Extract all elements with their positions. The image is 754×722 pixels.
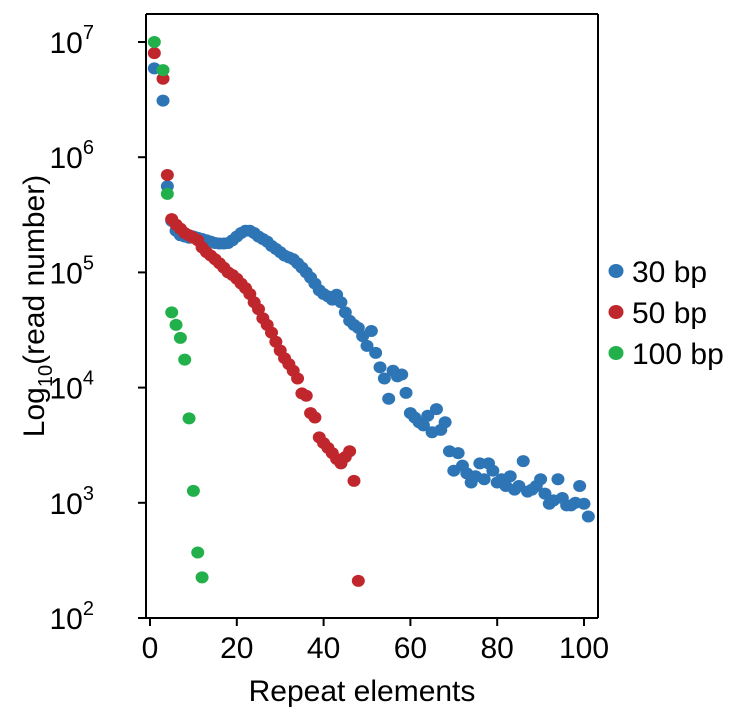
data-point [534, 473, 548, 486]
data-point [382, 392, 396, 405]
data-point [299, 389, 313, 402]
y-tick-label: 103 [50, 483, 95, 521]
data-point [178, 353, 192, 366]
x-tick-label: 40 [307, 632, 340, 665]
data-point [252, 303, 265, 316]
x-tick-label: 20 [220, 632, 253, 665]
data-point [421, 409, 435, 422]
data-point [503, 470, 517, 483]
data-point [165, 306, 179, 319]
legend: 30 bp 50 bp 100 bp [608, 256, 724, 371]
legend-label: 100 bp [632, 338, 724, 371]
y-tick-label: 107 [50, 22, 95, 60]
legend-marker [608, 305, 624, 319]
y-tick-label: 102 [50, 598, 95, 636]
data-point [343, 445, 357, 458]
y-tick-label: 106 [50, 137, 95, 175]
data-point [477, 473, 491, 486]
y-ticks: 102 103 104 105 106 107 [50, 22, 146, 636]
data-point [156, 64, 170, 77]
data-point [360, 339, 374, 352]
y-tick-label: 105 [50, 252, 95, 290]
legend-marker [608, 264, 624, 278]
data-point [451, 447, 465, 460]
data-point [573, 479, 587, 492]
data-point [265, 326, 279, 339]
data-point [429, 403, 443, 416]
data-point [399, 386, 413, 399]
data-point [516, 455, 530, 468]
data-point [147, 47, 161, 60]
data-point [347, 474, 361, 487]
data-point [291, 372, 305, 385]
data-point [581, 510, 595, 523]
x-tick-label: 0 [142, 632, 159, 665]
data-point [438, 416, 452, 429]
y-axis-title-base: Log [18, 387, 51, 437]
data-point [486, 464, 500, 477]
legend-label: 50 bp [632, 297, 707, 330]
data-point [147, 36, 161, 48]
data-points [147, 36, 595, 587]
data-point [169, 318, 183, 331]
y-axis-title-rest: (read number) [18, 175, 51, 365]
legend-label: 30 bp [632, 256, 707, 289]
x-ticks: 0 20 40 60 80 100 [142, 618, 609, 665]
data-point [351, 574, 365, 587]
data-point [377, 372, 391, 385]
x-axis-title: Repeat elements [249, 675, 476, 708]
y-axis-title-subscript: 10 [35, 365, 57, 387]
x-tick-label: 100 [559, 632, 609, 665]
data-point [551, 473, 565, 486]
data-point [173, 331, 187, 344]
data-point [577, 497, 591, 510]
data-point [416, 419, 430, 432]
data-point [538, 487, 552, 500]
x-tick-label: 80 [481, 632, 514, 665]
data-point [369, 346, 383, 359]
axes [145, 13, 599, 619]
data-point [364, 324, 378, 337]
data-point [334, 296, 348, 309]
y-tick-label: 104 [50, 368, 95, 406]
data-point [182, 412, 196, 425]
data-point [308, 411, 322, 424]
data-point [186, 484, 200, 497]
y-axis-title: Log10(read number) [18, 175, 57, 437]
data-point [156, 72, 170, 85]
data-point [156, 94, 170, 107]
data-point [195, 571, 209, 584]
data-point [160, 169, 174, 182]
legend-marker [608, 346, 624, 360]
x-tick-label: 60 [394, 632, 427, 665]
data-point [160, 187, 174, 200]
data-point [373, 361, 387, 374]
data-point [395, 368, 409, 381]
data-point [191, 546, 205, 559]
